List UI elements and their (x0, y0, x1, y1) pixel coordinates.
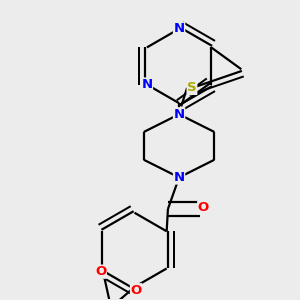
Text: O: O (130, 284, 142, 297)
Text: N: N (173, 171, 184, 184)
Text: N: N (141, 78, 152, 91)
Text: O: O (95, 265, 106, 278)
Text: O: O (198, 201, 209, 214)
Text: N: N (173, 108, 184, 121)
Text: S: S (187, 81, 197, 94)
Text: N: N (173, 22, 184, 35)
